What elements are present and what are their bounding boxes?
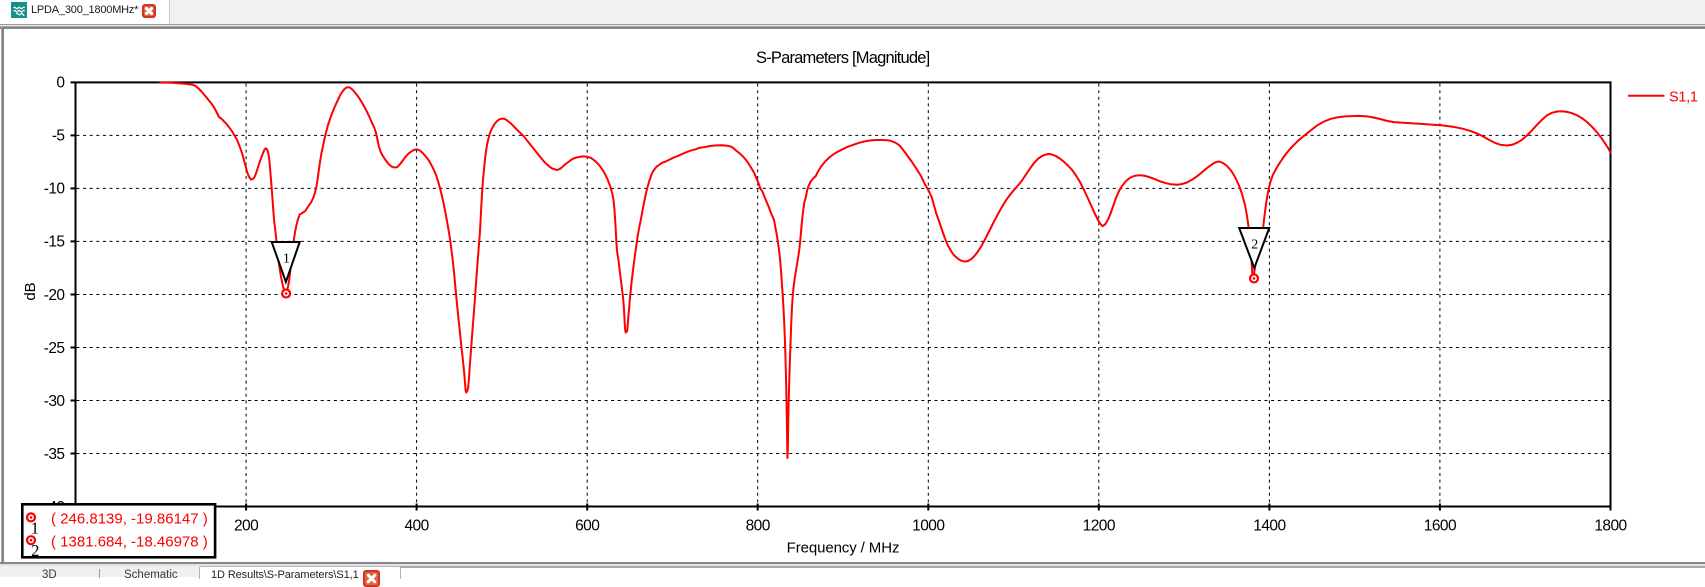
svg-text:1400: 1400 — [1253, 518, 1286, 535]
svg-text:400: 400 — [404, 518, 429, 535]
svg-text:dB: dB — [22, 282, 39, 300]
svg-text:200: 200 — [234, 518, 259, 535]
svg-text:S-Parameters [Magnitude]: S-Parameters [Magnitude] — [756, 49, 930, 67]
svg-text:1600: 1600 — [1424, 518, 1457, 535]
svg-text:-5: -5 — [52, 128, 65, 145]
svg-text:( 246.8139, -19.86147 ): ( 246.8139, -19.86147 ) — [51, 511, 208, 528]
svg-text:S1,1: S1,1 — [1669, 90, 1698, 106]
svg-text:Frequency / MHz: Frequency / MHz — [787, 540, 900, 557]
svg-text:600: 600 — [575, 518, 600, 535]
svg-text:1000: 1000 — [912, 518, 945, 535]
svg-text:-10: -10 — [44, 181, 66, 198]
svg-text:-35: -35 — [44, 446, 65, 463]
svg-text:1: 1 — [31, 518, 39, 537]
svg-text:2: 2 — [31, 541, 39, 560]
svg-text:1800: 1800 — [1594, 518, 1627, 535]
svg-text:800: 800 — [746, 518, 771, 535]
svg-text:1: 1 — [283, 252, 290, 267]
svg-text:-20: -20 — [44, 287, 66, 304]
svg-text:-30: -30 — [44, 393, 66, 410]
svg-text:-25: -25 — [44, 340, 65, 357]
svg-text:-15: -15 — [44, 234, 65, 251]
svg-text:( 1381.684, -18.46978 ): ( 1381.684, -18.46978 ) — [51, 534, 208, 551]
svg-text:1200: 1200 — [1083, 518, 1116, 535]
svg-text:2: 2 — [1251, 238, 1258, 253]
svg-text:0: 0 — [56, 75, 65, 92]
